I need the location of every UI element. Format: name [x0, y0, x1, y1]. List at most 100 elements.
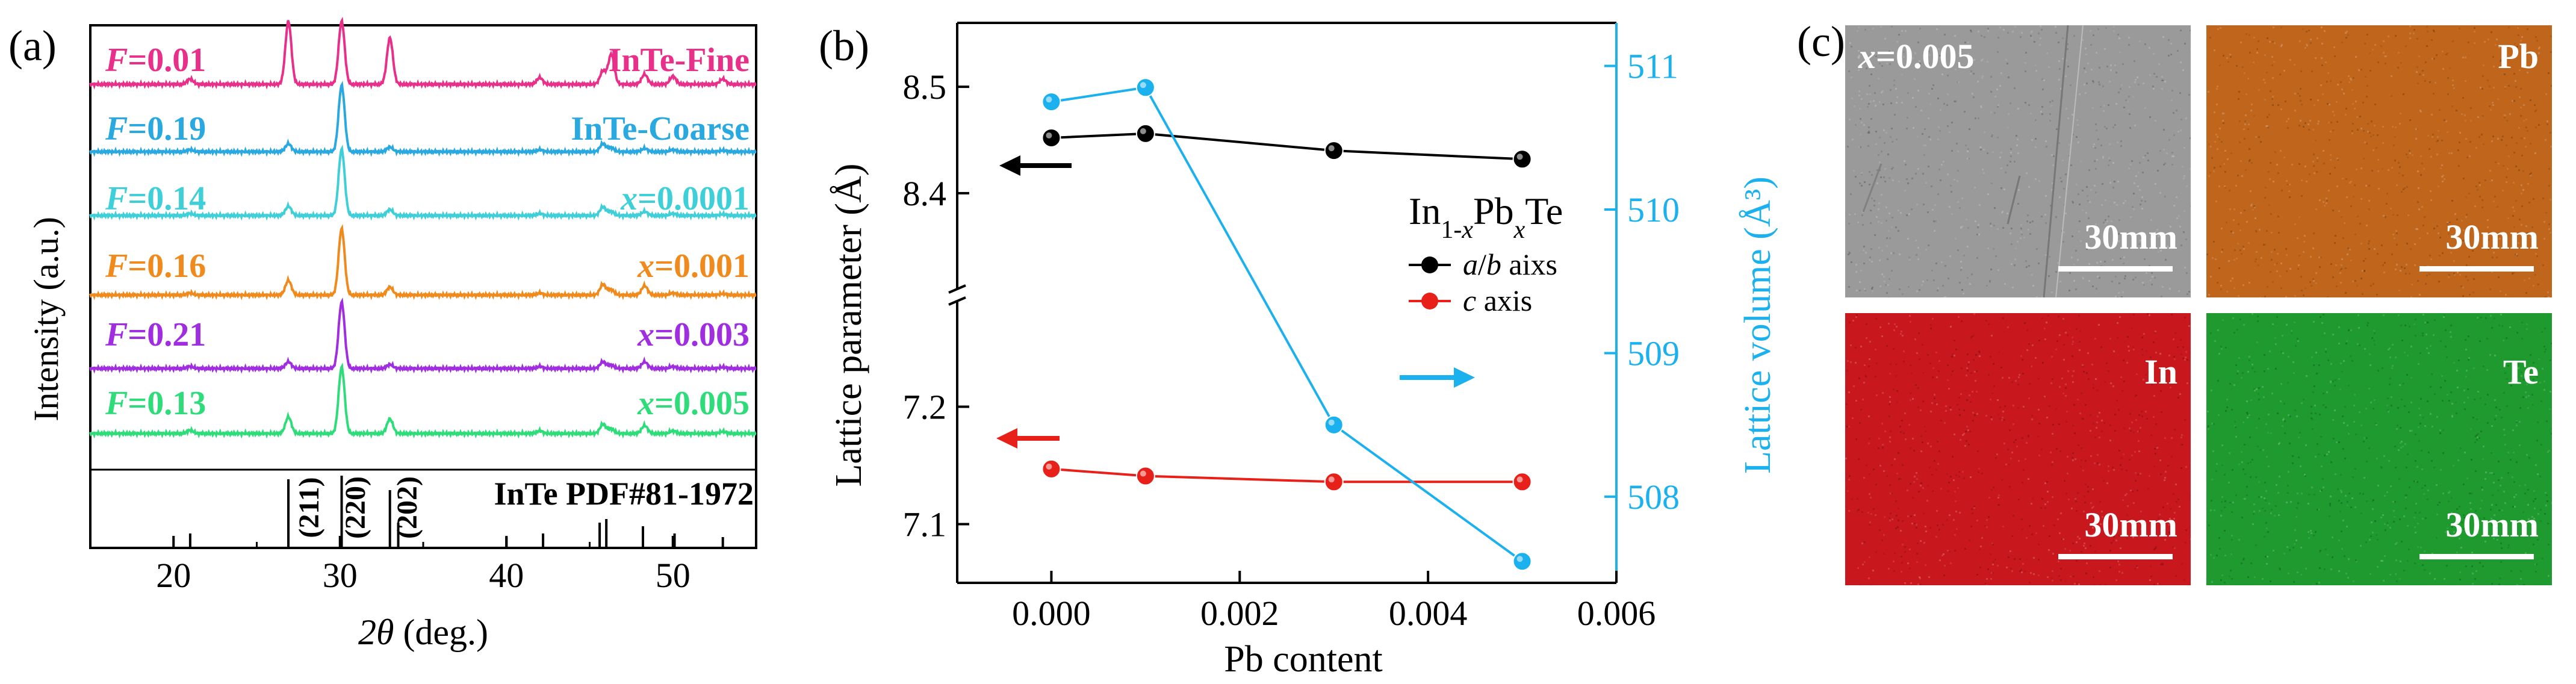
panel-a-label: (a): [8, 22, 57, 70]
panel-b-ylabel-right: Lattice volume (Å³): [1737, 176, 1778, 474]
series-point-highlight: [1046, 132, 1052, 138]
series-point: [1135, 78, 1155, 98]
series-point: [1041, 128, 1061, 148]
x-tick-label: 40: [489, 556, 524, 595]
scale-bar: [2058, 266, 2173, 272]
x-tick-label: 0.004: [1389, 594, 1468, 633]
pattern-sample-label: x=0.003: [637, 316, 750, 353]
micrograph-label: Pb: [2498, 37, 2539, 76]
xrd-pattern-1: [89, 16, 757, 90]
x-tick-label: 50: [656, 556, 691, 595]
panel-a-xrd-chart: (a) Intensity (a.u.) (211) (220) (202) 20 3…: [8, 16, 757, 652]
xrd-pattern-6: [89, 362, 757, 439]
scale-bar: [2058, 554, 2173, 559]
right-axis-arrow-blue: [1400, 367, 1475, 388]
scale-bar-label: 30mm: [2445, 505, 2539, 544]
series-point: [1512, 472, 1532, 492]
axis-break-mark: [948, 284, 966, 294]
series-point: [1041, 459, 1061, 479]
series-point-highlight: [1516, 154, 1523, 160]
series-point: [1324, 415, 1344, 435]
series-point-highlight: [1140, 128, 1146, 134]
micrograph-pb-map: Pb 30mm: [2206, 25, 2552, 297]
series-point: [1324, 141, 1344, 161]
series-line-3: [1051, 86, 1523, 562]
micrograph-texture: [1847, 25, 2191, 297]
micrograph-label: In: [2144, 352, 2177, 391]
pattern-f-label: F=0.16: [105, 247, 206, 285]
scale-bar: [2419, 554, 2534, 559]
pattern-f-label: F=0.13: [105, 385, 206, 422]
legend-marker: [1421, 256, 1438, 273]
left-axis-arrow-red: [996, 428, 1060, 449]
series-line-2: [1051, 467, 1522, 483]
pattern-f-label: F=0.21: [105, 316, 206, 353]
x-tick-label: 0.002: [1200, 594, 1279, 633]
panel-b-lattice-chart: (b) Lattice parameter (Å) Lattice volume…: [819, 22, 1778, 680]
x-tick-label: 0.006: [1577, 594, 1656, 633]
series-point-highlight: [1140, 470, 1146, 477]
series-point-highlight: [1046, 96, 1052, 103]
reference-hkl-label: (220): [340, 476, 371, 539]
series-point-highlight: [1328, 145, 1335, 152]
axis-break-mark: [948, 296, 966, 306]
y-right-tick-label: 511: [1627, 47, 1678, 86]
scale-bar-label: 30mm: [2084, 217, 2177, 256]
pattern-f-label: F=0.14: [105, 180, 206, 217]
xrd-pattern-5: [89, 297, 757, 374]
panel-a-xlabel: 2θ (deg.): [358, 612, 488, 652]
xrd-pattern-4: [89, 224, 757, 300]
series-line-1: [1051, 132, 1522, 161]
series-point: [1324, 472, 1344, 492]
series-point-highlight: [1046, 463, 1052, 470]
panel-a-xlabel-unit: (deg.): [394, 612, 488, 652]
y-tick-label: 7.1: [903, 505, 947, 544]
series-point-highlight: [1140, 82, 1146, 89]
panel-a-xlabel-symbol: 2θ: [358, 612, 394, 652]
panel-c-label: (c): [1797, 17, 1845, 66]
series-point-highlight: [1328, 419, 1335, 426]
pattern-sample-label: x=0.005: [637, 385, 750, 422]
micrograph-label: x=0.005: [1858, 37, 1975, 76]
panel-b-label: (b): [819, 22, 869, 70]
series-point: [1135, 466, 1155, 486]
pattern-f-label: F=0.19: [105, 110, 206, 148]
y-right-tick-label: 510: [1627, 190, 1680, 229]
series-point: [1041, 92, 1061, 112]
pattern-f-label: F=0.01: [105, 42, 206, 79]
reference-hkl-label: (211): [293, 477, 325, 538]
scale-bar-label: 30mm: [2084, 505, 2177, 544]
xrd-pattern-3: [89, 145, 757, 221]
y-right-tick-label: 509: [1627, 334, 1680, 373]
y-right-tick-label: 508: [1627, 477, 1680, 517]
legend-marker: [1421, 293, 1438, 309]
x-tick-label: 30: [323, 556, 358, 595]
series-point-highlight: [1516, 556, 1523, 562]
y-tick-label: 8.4: [903, 174, 947, 213]
x-tick-label: 0.000: [1012, 594, 1091, 633]
x-tick-label: 20: [156, 556, 191, 595]
micrograph-sem: x=0.005 30mm: [1845, 25, 2191, 297]
y-tick-label: 7.2: [903, 388, 947, 427]
series-point: [1512, 552, 1532, 571]
pattern-sample-label: x=0.0001: [620, 180, 750, 217]
panel-a-ylabel: Intensity (a.u.): [26, 217, 66, 421]
micrograph-texture: [1845, 313, 2191, 585]
xrd-pattern-2: [89, 81, 757, 157]
series-point: [1135, 123, 1155, 143]
micrograph-texture: [2207, 313, 2552, 585]
panel-a-reference-label: InTe PDF#81-1972: [494, 476, 754, 512]
panel-b-xlabel: Pb content: [1224, 639, 1382, 680]
scale-bar: [2419, 266, 2534, 272]
reference-hkl-label: (202): [391, 476, 423, 539]
pattern-sample-label: InTe-Fine: [609, 42, 750, 79]
legend-label: c axis: [1463, 284, 1532, 317]
micrograph-label: Te: [2503, 352, 2539, 391]
series-point-highlight: [1516, 476, 1523, 483]
pattern-sample-label: InTe-Coarse: [571, 110, 750, 148]
series-point: [1512, 149, 1532, 169]
series-point-highlight: [1328, 476, 1335, 483]
pattern-sample-label: x=0.001: [637, 247, 750, 285]
y-tick-label: 8.5: [903, 67, 947, 107]
